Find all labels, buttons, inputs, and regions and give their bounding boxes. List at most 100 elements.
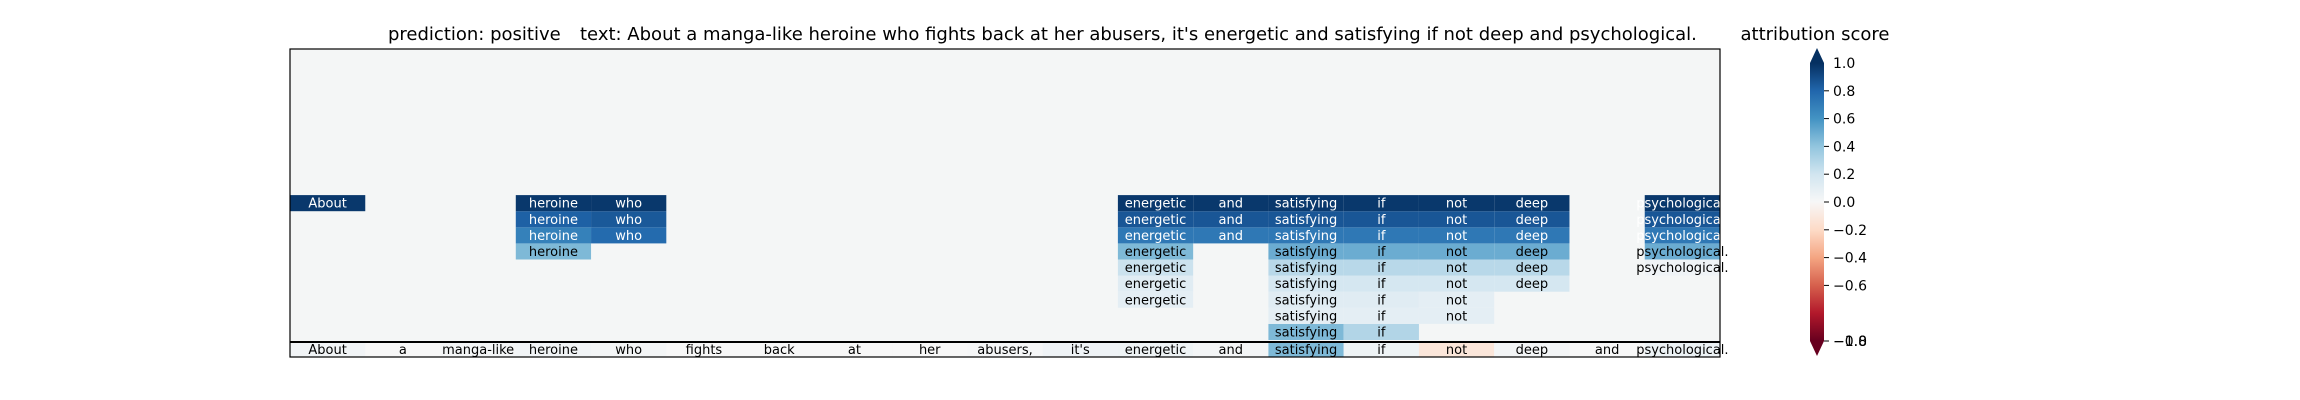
base-token-cell: [1494, 342, 1570, 357]
layer-6-token-cell: [515, 243, 592, 260]
layer-8-token-label: satisfying: [1275, 213, 1337, 228]
layer-7-token-cell: [1494, 227, 1570, 244]
layer-7-token-cell: [591, 227, 667, 244]
layer-8-token-cell: [1418, 211, 1495, 228]
layer-9-token-cell: [515, 195, 592, 212]
base-token-cell: [440, 342, 516, 357]
layer-7-token-label: deep: [1516, 229, 1549, 244]
base-token-cell: [1268, 342, 1344, 357]
layer-8-token-cell: [515, 211, 592, 228]
layer-6-token-cell: [1418, 243, 1495, 260]
layer-5-token-cell: [1117, 259, 1194, 276]
base-token-cell: [1418, 342, 1495, 357]
layer-7-token-label: energetic: [1125, 229, 1186, 244]
layer-6-token-cell: [1117, 243, 1194, 260]
layer-9-token-cell: [1193, 195, 1269, 212]
colorbar-ticks: 0.8 0.6 0.4 0.2 0.0 −0.2 −0.4 −0.6 −1.0 1.0 −0.8: [1824, 56, 1867, 350]
layer-4-token-label: if: [1377, 277, 1386, 292]
layer-8-token-cell: [1494, 211, 1570, 228]
layer-7-token-cell: [1193, 227, 1269, 244]
layer-4-token-cell: [1418, 275, 1495, 292]
layer-6-token-cell: [1268, 243, 1344, 260]
layer-8-token-label: if: [1377, 213, 1386, 228]
layer-5-token-label: satisfying: [1275, 261, 1337, 276]
layer-8-token-cell: [1268, 211, 1344, 228]
layer-9-token-cell: [1117, 195, 1194, 212]
base-token-cell: [1569, 342, 1645, 357]
layer-2-token-cell: [1418, 307, 1495, 324]
base-token-label: psychological.: [1636, 343, 1728, 358]
colorbar-tick-label: 0.0: [1833, 195, 1855, 211]
layer-7-token-label: who: [615, 229, 642, 244]
layer-8-token-label: psychological.: [1636, 213, 1728, 228]
base-token-label: and: [1219, 343, 1243, 358]
layer-7-token-label: not: [1446, 229, 1467, 244]
base-token-label: it's: [1071, 343, 1090, 358]
layer-8-token-cell: [591, 211, 667, 228]
base-token-label: deep: [1516, 343, 1549, 358]
layer-3-token-cell: [1117, 291, 1194, 308]
base-token-label: fights: [686, 343, 723, 358]
colorbar: [1810, 63, 1824, 341]
base-token-cell: [515, 342, 592, 357]
layer-2-token-label: not: [1446, 309, 1467, 324]
layer-5-token-label: energetic: [1125, 261, 1186, 276]
layer-9-token-label: psychological.: [1636, 197, 1728, 212]
layer-9-token-label: deep: [1516, 197, 1549, 212]
colorbar-tick-label: −0.2: [1833, 223, 1867, 239]
layer-8-token-cell: [1117, 211, 1194, 228]
colorbar-title: attribution score: [1741, 24, 1890, 45]
heatmap-cells: About a manga-like heroine who fights back at he…: [290, 195, 1729, 358]
layer-7-token-cell: [1117, 227, 1194, 244]
layer-8-token-cell: [1343, 211, 1419, 228]
layer-1-token-cell: [1343, 323, 1419, 340]
base-token-label: energetic: [1125, 343, 1186, 358]
layer-3-token-cell: [1418, 291, 1495, 308]
base-token-cell: [666, 342, 742, 357]
layer-6-token-label: energetic: [1125, 245, 1186, 260]
base-token-cell: [1193, 342, 1269, 357]
colorbar-tick-label-overlap: −0.8: [1833, 334, 1867, 350]
layer-9-token-cell: [591, 195, 667, 212]
layer-7-token-label: psychological.: [1636, 229, 1728, 244]
base-token-label: who: [615, 343, 642, 358]
base-token-cell: [1644, 342, 1720, 357]
base-token-label: back: [764, 343, 795, 358]
colorbar-tick-label: 0.6: [1833, 112, 1855, 128]
layer-9-token-cell: [1494, 195, 1570, 212]
layer-4-token-cell: [1343, 275, 1419, 292]
colorbar-tick-label: 0.2: [1833, 167, 1855, 183]
base-token-label: not: [1446, 343, 1467, 358]
layer-5-token-label: psychological.: [1636, 261, 1728, 276]
base-token-label: abusers,: [977, 343, 1032, 358]
base-token-cell: [1117, 342, 1194, 357]
layer-9-token-label: and: [1219, 197, 1243, 212]
input-text-label: text: About a manga-like heroine who fig…: [580, 24, 1697, 45]
base-token-cell: [967, 342, 1043, 357]
layer-7-token-label: if: [1377, 229, 1386, 244]
layer-5-token-cell: [1494, 259, 1570, 276]
layer-4-token-label: deep: [1516, 277, 1549, 292]
layer-1-token-cell: [1268, 323, 1344, 340]
layer-5-token-cell: [1343, 259, 1419, 276]
prediction-label: prediction: positive: [388, 24, 561, 45]
base-token-label: a: [399, 343, 407, 358]
layer-7-token-label: satisfying: [1275, 229, 1337, 244]
layer-8-token-label: energetic: [1125, 213, 1186, 228]
layer-9-token-label: not: [1446, 197, 1467, 212]
layer-3-token-label: not: [1446, 293, 1467, 308]
heatmap-frame: [289, 48, 1721, 358]
layer-2-token-cell: [1343, 307, 1419, 324]
layer-6-token-label: if: [1377, 245, 1386, 260]
layer-2-token-label: satisfying: [1275, 309, 1337, 324]
base-token-cell: [816, 342, 893, 357]
layer-3-token-cell: [1268, 291, 1344, 308]
layer-6-token-label: psychological.: [1636, 245, 1728, 260]
layer-6-token-cell: [1644, 243, 1720, 260]
layer-3-token-cell: [1343, 291, 1419, 308]
layer-5-token-label: deep: [1516, 261, 1549, 276]
base-token-cell: [1042, 342, 1118, 357]
colorbar-extend-top: [1810, 48, 1824, 63]
layer-2-token-cell: [1268, 307, 1344, 324]
